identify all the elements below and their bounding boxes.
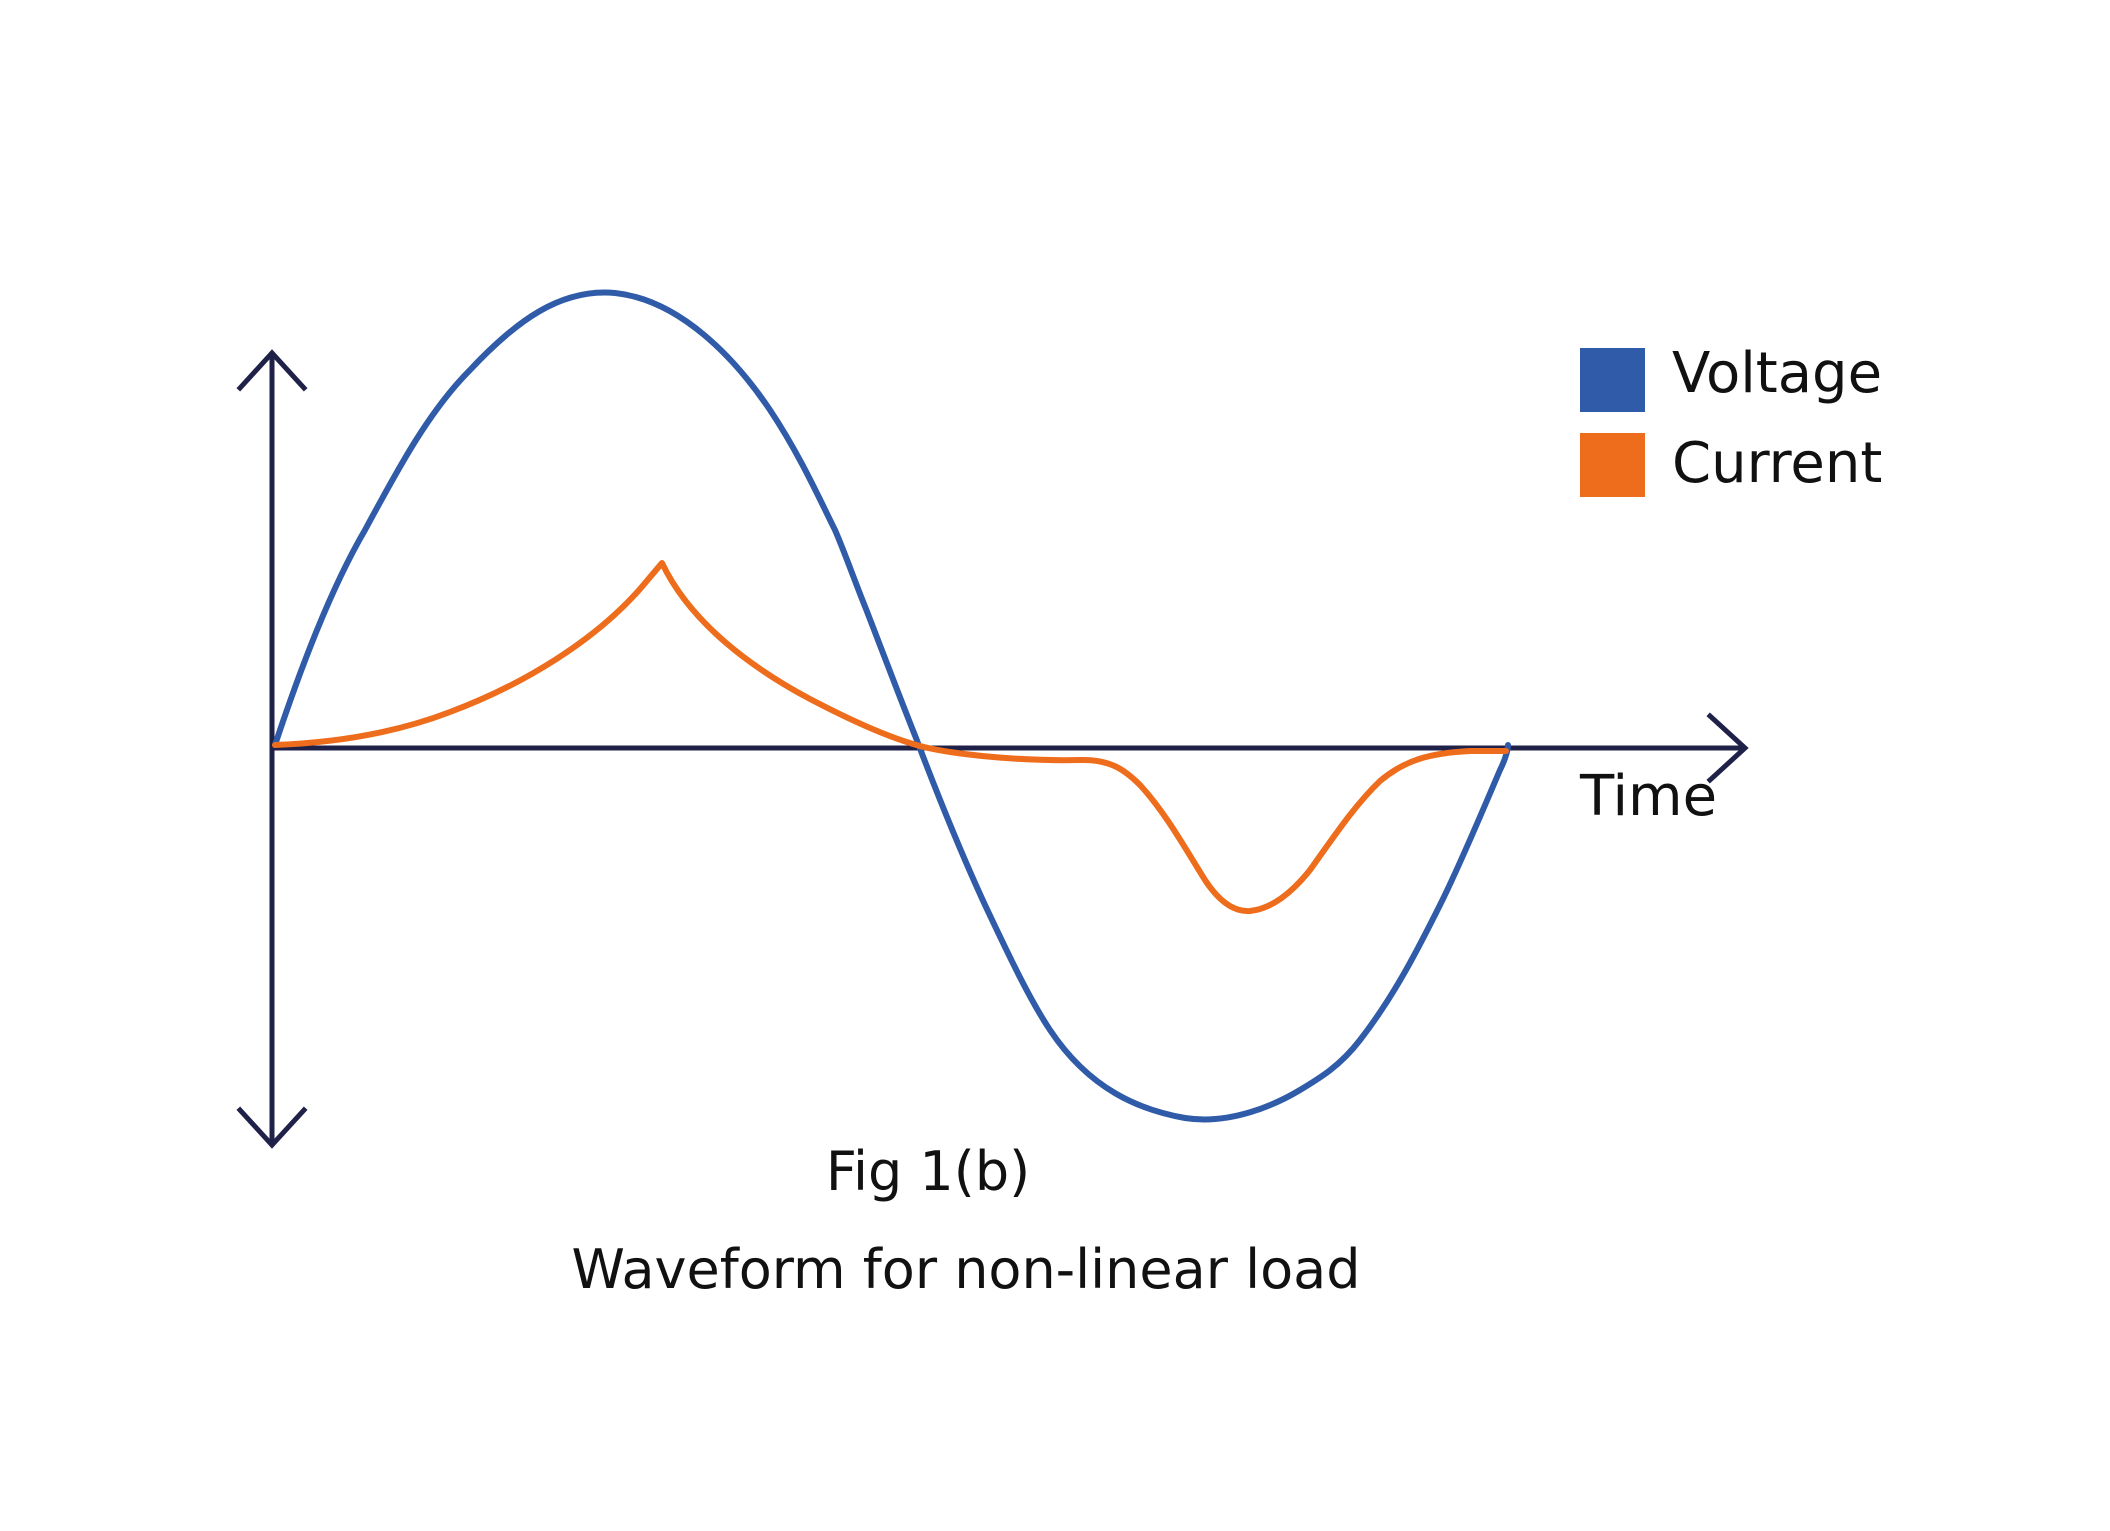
time-axis-label: Time bbox=[1579, 764, 1717, 829]
legend-swatch-voltage bbox=[1580, 348, 1645, 412]
up-arrow-icon bbox=[236, 349, 308, 392]
current-waveform bbox=[272, 560, 1509, 915]
right-arrow-icon bbox=[1706, 712, 1749, 784]
down-arrow-icon bbox=[236, 1106, 308, 1149]
legend-swatch-current bbox=[1580, 433, 1645, 497]
figure-caption: Waveform for non-linear load bbox=[572, 1238, 1361, 1301]
figure-number: Fig 1(b) bbox=[826, 1140, 1030, 1203]
legend-label-voltage: Voltage bbox=[1672, 341, 1882, 406]
time-axis: Time bbox=[269, 712, 1749, 829]
caption: Fig 1(b) Waveform for non-linear load bbox=[572, 1140, 1361, 1301]
legend-label-current: Current bbox=[1672, 431, 1882, 496]
legend: Voltage Current bbox=[1580, 341, 1882, 497]
